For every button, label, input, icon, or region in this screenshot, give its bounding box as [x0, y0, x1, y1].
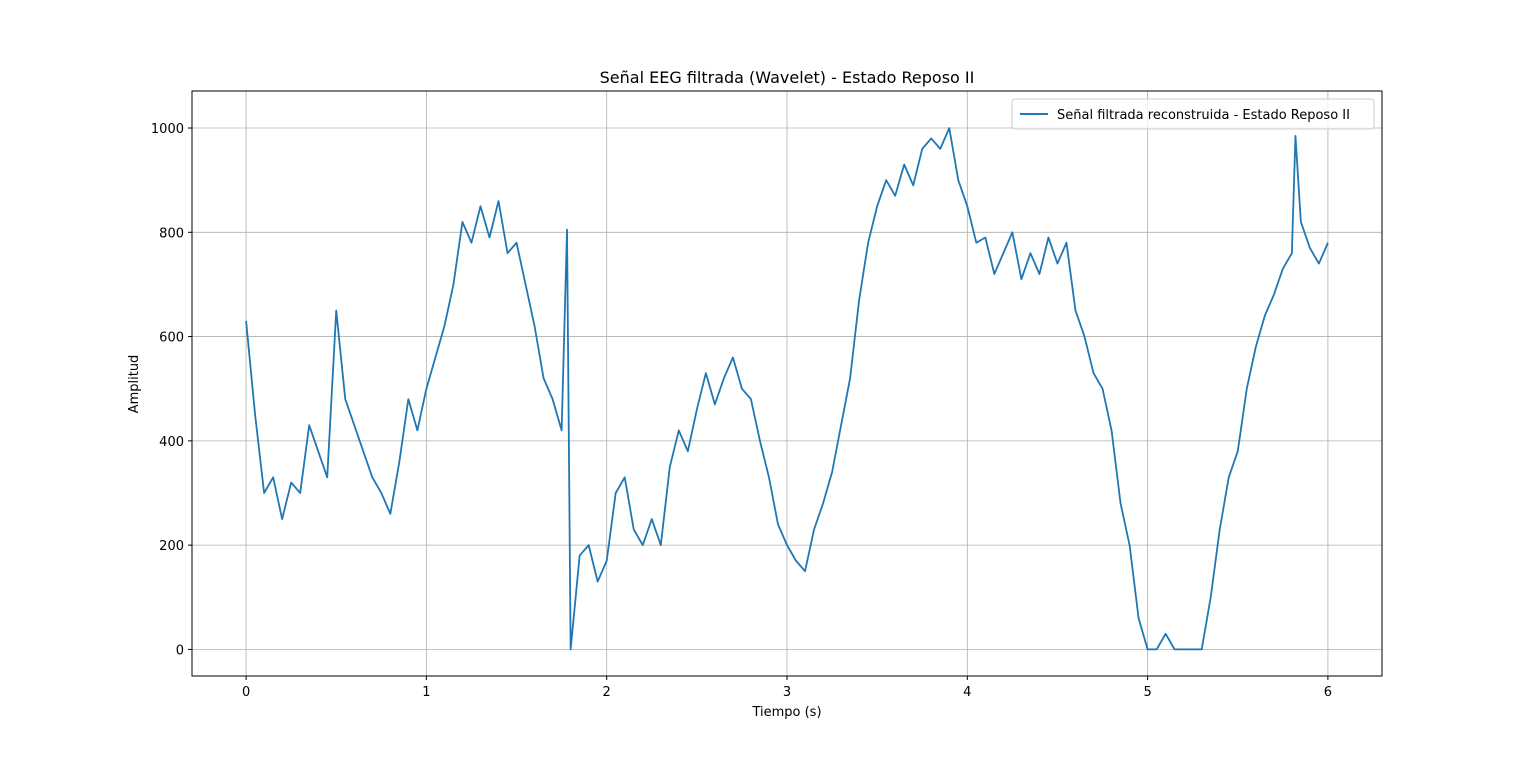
x-tick-label: 2 — [603, 685, 611, 700]
y-tick-label: 1000 — [151, 122, 184, 137]
plot-frame — [191, 90, 1383, 677]
legend-label: Señal filtrada reconstruida - Estado Rep… — [1057, 108, 1350, 123]
x-tick-label: 0 — [242, 685, 250, 700]
line-series — [245, 127, 1329, 651]
y-tick-label: 600 — [159, 331, 184, 346]
y-tick-label: 200 — [159, 539, 184, 554]
x-tick-label: 4 — [963, 685, 971, 700]
chart-title: Señal EEG filtrada (Wavelet) - Estado Re… — [600, 68, 975, 87]
y-tick-label: 800 — [159, 226, 184, 241]
y-tick-label: 0 — [176, 643, 184, 658]
x-axis-label: Tiempo (s) — [751, 705, 821, 720]
x-tick-label: 3 — [783, 685, 791, 700]
y-axis-label: Amplitud — [127, 355, 142, 414]
legend-box — [1011, 98, 1375, 130]
x-tick-label: 6 — [1324, 685, 1332, 700]
x-tick-label: 1 — [422, 685, 430, 700]
y-tick-label: 400 — [159, 435, 184, 450]
x-tick-label: 5 — [1143, 685, 1151, 700]
